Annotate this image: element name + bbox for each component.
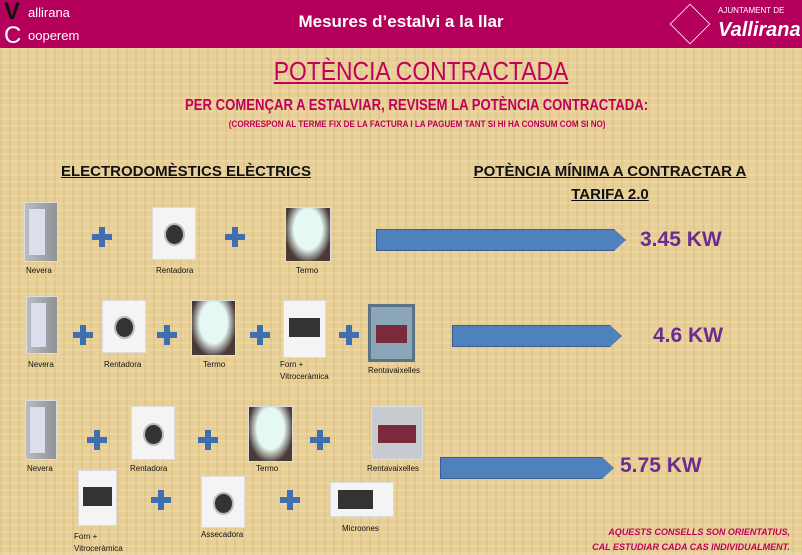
appliance-label: Rentavaixelles xyxy=(367,464,420,473)
water-heater-icon xyxy=(248,406,293,462)
plus-icon xyxy=(92,227,112,247)
appliance-label: Nevera xyxy=(28,360,54,369)
subtitle: PER COMENÇAR A ESTALVIAR, REVISEM LA POT… xyxy=(185,97,649,114)
plus-icon xyxy=(225,227,245,247)
arrow-shape xyxy=(376,229,626,251)
plus-icon xyxy=(87,430,107,450)
appliance-label: Rentadora xyxy=(130,464,168,473)
minimum-power-heading: POTÈNCIA MÍNIMA A CONTRACTAR A TARIFA 2.… xyxy=(473,163,747,203)
arrow-shape xyxy=(452,325,622,347)
dryer-icon xyxy=(201,476,245,528)
plus-icon xyxy=(250,325,270,345)
plus-icon xyxy=(280,490,300,510)
washing-machine-icon xyxy=(152,207,196,260)
subtitle-note: (CORRESPON AL TERME FIX DE LA FACTURA I … xyxy=(228,119,606,130)
fridge-icon xyxy=(24,202,58,262)
plus-icon xyxy=(310,430,330,450)
arrow-shape xyxy=(440,457,614,479)
plus-icon xyxy=(151,490,171,510)
water-heater-icon xyxy=(285,207,331,262)
appliance-label: Assecadora xyxy=(201,530,244,539)
header-bar xyxy=(0,0,802,48)
page-title: POTÈNCIA CONTRACTADA xyxy=(273,56,569,86)
power-value: 4.6 KW xyxy=(653,324,724,347)
fridge-icon xyxy=(25,400,57,460)
microwave-icon xyxy=(330,482,394,517)
plus-icon xyxy=(157,325,177,345)
appliance-label: Forn + Vitroceràmica xyxy=(74,532,123,553)
disclaimer-line: AQUESTS CONSELLS SON ORIENTATIUS, xyxy=(608,527,790,537)
oven-icon xyxy=(78,470,117,526)
water-heater-icon xyxy=(191,300,236,356)
plus-icon xyxy=(339,325,359,345)
appliance-label: Termo xyxy=(256,464,279,473)
logo-text: AJUNTAMENT DE xyxy=(718,6,785,15)
logo-letter-v: V xyxy=(4,0,21,25)
power-value: 3.45 KW xyxy=(640,228,722,251)
appliance-label: Nevera xyxy=(27,464,53,473)
appliance-label: Rentavaixelles xyxy=(368,366,421,375)
appliance-label: Termo xyxy=(296,266,319,275)
washing-machine-icon xyxy=(131,406,175,460)
washing-machine-icon xyxy=(102,300,146,353)
disclaimer-line: CAL ESTUDIAR CADA CAS INDIVIDUALMENT. xyxy=(592,542,790,552)
appliance-label: Microones xyxy=(342,524,379,533)
appliance-label: Nevera xyxy=(26,266,52,275)
oven-icon xyxy=(283,300,326,358)
appliance-label: Forn + Vitroceràmica xyxy=(280,360,329,381)
appliance-label: Termo xyxy=(203,360,226,369)
plus-icon xyxy=(198,430,218,450)
ajuntament-vallirana-logo: AJUNTAMENT DE Vallirana xyxy=(669,3,801,46)
dishwasher-icon xyxy=(368,304,415,362)
plus-icon xyxy=(73,325,93,345)
appliances-heading: ELECTRODOMÈSTICS ELÈCTRICS xyxy=(60,163,311,180)
logo-text: allirana xyxy=(28,5,70,20)
power-value: 5.75 KW xyxy=(620,454,702,477)
dishwasher-icon xyxy=(371,406,423,460)
logo-text: ooperem xyxy=(28,28,80,43)
deer-emblem-icon xyxy=(669,3,711,45)
header-title: Mesures d’estalvi a la llar xyxy=(298,12,504,31)
fridge-icon xyxy=(26,296,58,354)
appliance-label: Rentadora xyxy=(156,266,194,275)
appliance-label: Rentadora xyxy=(104,360,142,369)
disclaimer-note: AQUESTS CONSELLS SON ORIENTATIUS, CAL ES… xyxy=(560,525,790,555)
logo-text: Vallirana xyxy=(718,19,801,41)
logo-letter-c: C xyxy=(4,22,22,49)
